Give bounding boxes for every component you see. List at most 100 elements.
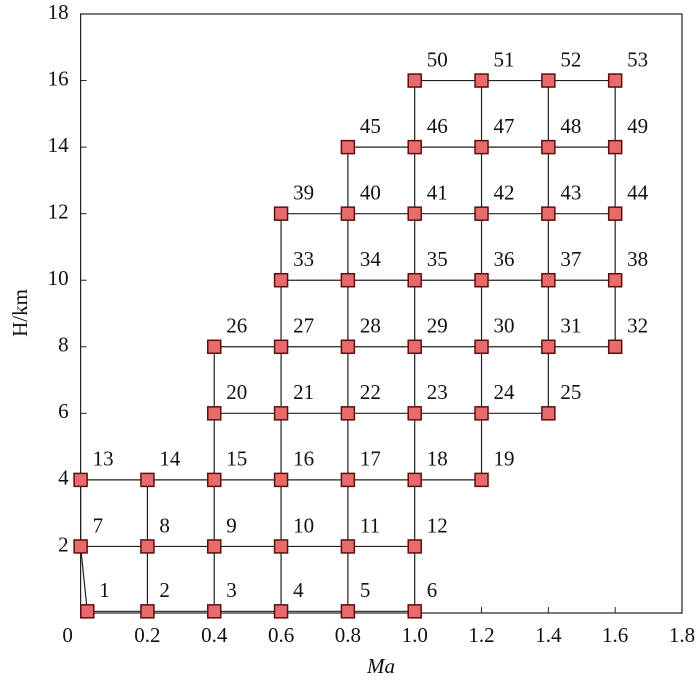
point-label: 28 [360,314,381,338]
point [541,339,556,355]
point [80,604,95,619]
point-label: 1 [99,578,110,602]
point [273,539,289,554]
x-tick-label: 0 [62,623,73,647]
point-label: 15 [226,447,247,471]
point-label: 8 [159,513,170,537]
y-tick-label: 14 [48,133,70,157]
x-tick-label: 1.2 [468,623,494,647]
point-label: 10 [293,513,314,537]
point-label: 9 [226,513,237,537]
point-label: 18 [427,447,448,471]
x-tick-label: 1.6 [602,623,628,647]
y-tick-label: 2 [58,532,69,556]
x-tick-label: 0.8 [335,623,361,647]
plot-frame [79,13,683,614]
point [273,339,289,355]
x-tick-label: 1.8 [669,623,695,647]
point-label: 2 [159,578,170,602]
point-label: 17 [360,447,381,471]
point-label: 40 [360,180,381,204]
point [474,73,489,88]
point-label: 52 [560,47,581,71]
point [607,272,623,288]
point [340,472,356,488]
point-label: 13 [93,447,114,471]
point [407,272,422,288]
point-label: 31 [560,314,581,338]
point [206,406,222,421]
point-label: 12 [427,513,448,537]
point-label: 53 [627,47,648,71]
point-label: 26 [226,314,247,338]
point-label: 7 [93,513,104,537]
point-label: 35 [427,247,448,271]
point [206,339,222,355]
point [407,539,422,554]
point [607,206,623,221]
point [340,272,356,288]
point [607,339,623,355]
y-tick-label: 6 [58,399,69,423]
point [206,539,222,554]
y-tick-label: 12 [48,199,69,223]
point [474,206,489,221]
point-label: 51 [494,47,515,71]
point-label: 6 [427,578,438,602]
point [206,472,222,488]
point [273,272,289,288]
point-label: 39 [293,180,314,204]
point-label: 38 [627,247,648,271]
point-label: 20 [226,380,247,404]
point [340,339,356,355]
y-tick-label: 8 [58,333,69,357]
point-label: 14 [159,447,181,471]
connector [80,546,88,612]
point-label: 25 [560,380,581,404]
point [340,206,356,221]
point [607,139,623,155]
point [474,339,489,355]
point [140,472,155,488]
point [273,604,289,619]
point-label: 3 [226,578,237,602]
point [474,406,489,421]
point [140,539,155,554]
point [541,206,556,221]
point [73,472,88,488]
point [474,472,489,488]
point [607,73,623,88]
point-label: 29 [427,314,448,338]
point-label: 47 [494,114,515,138]
point [407,472,422,488]
y-axis-label: H/km [8,289,32,337]
point-label: 42 [494,180,515,204]
point [273,406,289,421]
point-label: 5 [360,578,371,602]
point-label: 41 [427,180,448,204]
point-label: 21 [293,380,314,404]
point [206,604,222,619]
x-tick-label: 0.2 [134,623,160,647]
point-label: 4 [293,578,304,602]
point [273,206,289,221]
point [273,472,289,488]
point-label: 36 [494,247,515,271]
point-label: 24 [494,380,516,404]
x-tick-label: 0.6 [268,623,294,647]
point [340,139,356,155]
point [140,604,155,619]
point [474,272,489,288]
point [407,73,422,88]
point-label: 34 [360,247,382,271]
y-tick-label: 16 [48,66,69,90]
point [407,139,422,155]
point [73,539,88,554]
point [407,339,422,355]
x-tick-label: 0.4 [201,623,228,647]
point [541,406,556,421]
y-tick-label: 4 [58,466,69,490]
y-tick-label: 18 [48,0,69,24]
point-label: 16 [293,447,314,471]
